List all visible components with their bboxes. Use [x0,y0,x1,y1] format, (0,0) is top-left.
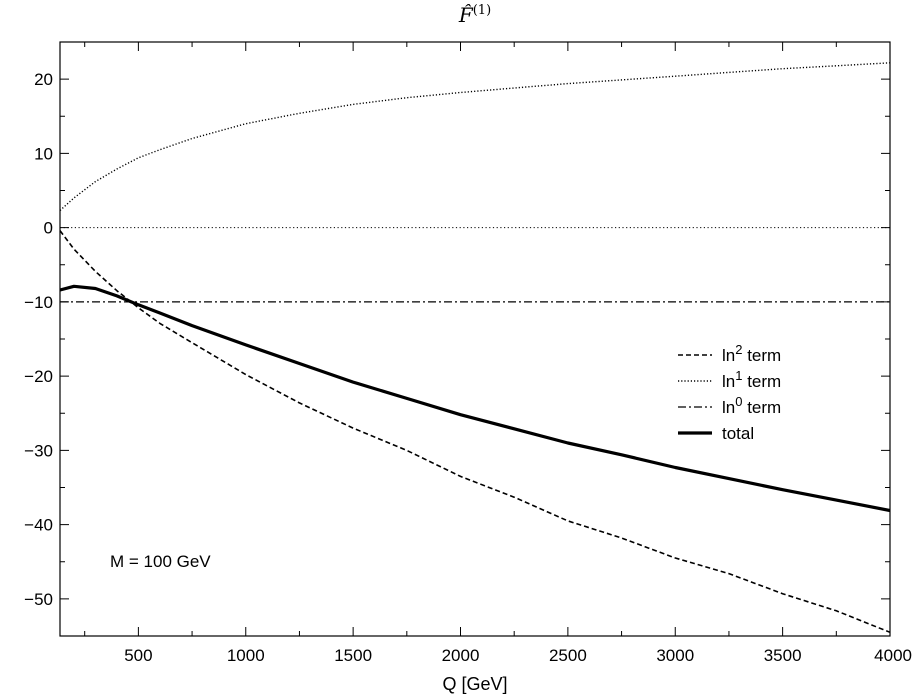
x-tick-label-2: 1500 [334,646,372,665]
y-tick-label-2: −30 [24,441,53,460]
plot-frame [59,41,891,637]
x-tick-label-0: 500 [124,646,152,665]
legend-label-2: ln0 term [722,394,781,417]
series-line-3 [59,284,891,513]
series-line-0 [59,230,891,634]
annotation-mass: M = 100 GeV [110,552,211,571]
x-tick-label-1: 1000 [227,646,265,665]
x-tick-label-6: 3500 [764,646,802,665]
x-tick-label-3: 2000 [442,646,480,665]
x-tick-label-4: 2500 [549,646,587,665]
y-tick-label-6: 10 [34,144,53,163]
y-tick-label-4: −10 [24,293,53,312]
x-tick-label-7: 4000 [874,646,912,665]
legend-label-3: total [722,424,754,443]
x-tick-label-5: 3000 [656,646,694,665]
y-tick-label-3: −20 [24,367,53,386]
legend-label-0: ln2 term [722,342,781,365]
y-tick-label-5: 0 [44,219,53,238]
series-line-1 [59,62,891,212]
y-tick-label-7: 20 [34,70,53,89]
legend: ln2 term ln1 term ln0 term total [678,342,781,443]
y-tick-label-0: −50 [24,590,53,609]
chart-title: F̂(1) [458,3,491,27]
legend-label-1: ln1 term [722,368,781,391]
y-tick-label-1: −40 [24,516,53,535]
x-axis-label: Q [GeV] [442,674,507,694]
